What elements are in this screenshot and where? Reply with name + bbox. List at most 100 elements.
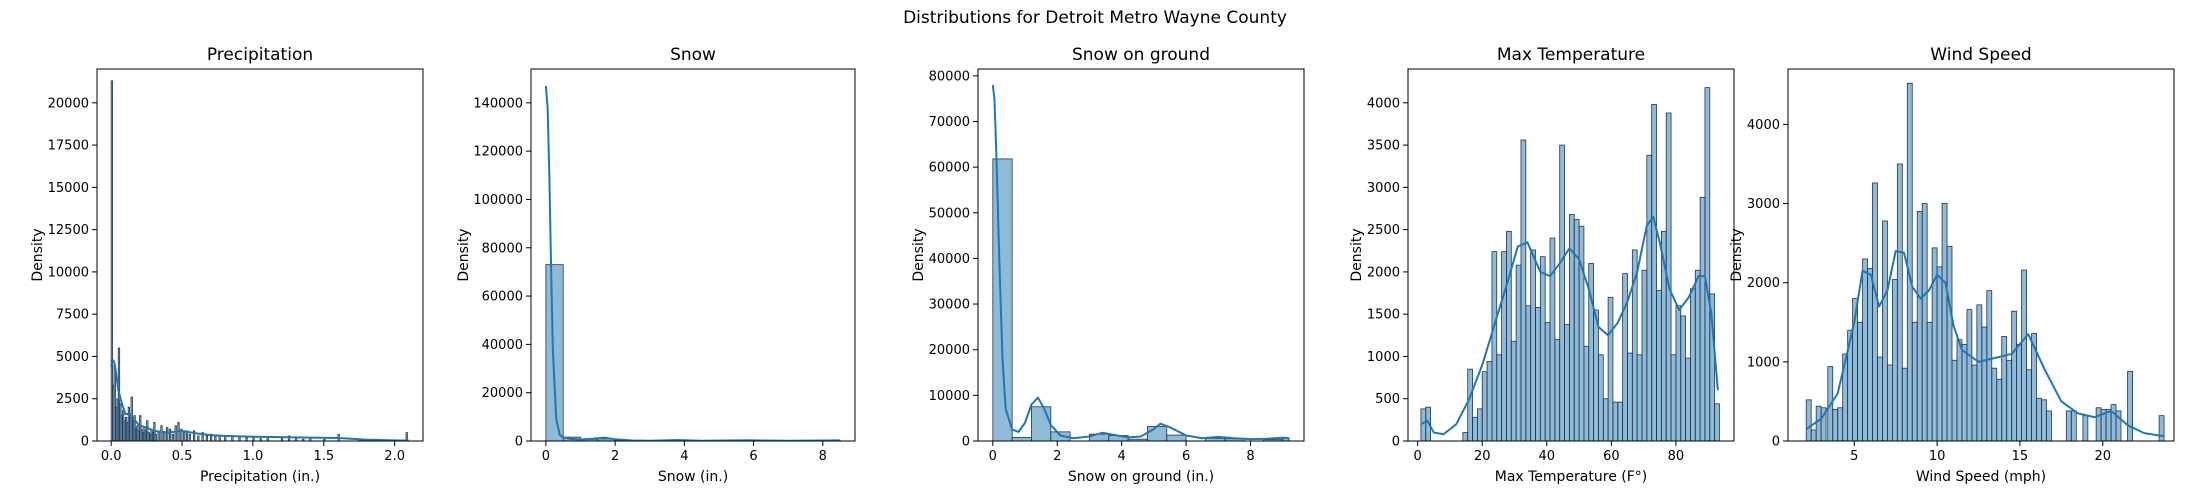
histogram-bar bbox=[1578, 225, 1585, 441]
histogram-bar bbox=[1901, 367, 1908, 441]
histogram-bar bbox=[1991, 367, 1998, 441]
y-tick-label: 60000 bbox=[482, 290, 523, 305]
axes-frame bbox=[977, 68, 1305, 442]
y-tick-label: 0 bbox=[1772, 435, 1780, 450]
x-tick-label: 5 bbox=[1850, 449, 1858, 464]
x-axis-label: Snow (in.) bbox=[658, 469, 728, 485]
histogram-bar bbox=[1530, 249, 1536, 441]
histogram-bar bbox=[2115, 410, 2122, 441]
histogram-bar bbox=[1481, 371, 1488, 441]
histogram-bar bbox=[1896, 163, 1903, 441]
histogram-bar bbox=[1501, 251, 1507, 441]
histogram-bar bbox=[205, 435, 208, 441]
histogram-bar bbox=[1862, 258, 1868, 441]
histogram-bar bbox=[1857, 321, 1863, 441]
histogram-bar bbox=[188, 433, 191, 441]
histogram-bar bbox=[183, 432, 186, 441]
y-axis-label: Density bbox=[1729, 228, 1745, 281]
kde-line bbox=[1420, 215, 1719, 436]
histogram-bar bbox=[545, 264, 564, 441]
histogram-bar bbox=[1996, 378, 2003, 441]
histogram-bar bbox=[2110, 404, 2117, 441]
x-tick-label: 6 bbox=[749, 449, 757, 464]
histogram-bar bbox=[245, 437, 248, 441]
histogram-bars bbox=[1420, 87, 1720, 441]
y-axis-label: Density bbox=[911, 228, 927, 281]
histogram-bar bbox=[1549, 237, 1556, 441]
x-tick-label: 0.0 bbox=[101, 449, 122, 464]
histogram-bar bbox=[1891, 279, 1898, 441]
y-tick-label: 4000 bbox=[1747, 118, 1780, 133]
histogram-bar bbox=[1510, 340, 1517, 441]
x-tick-label: 40 bbox=[1539, 449, 1556, 464]
histogram-bar bbox=[1926, 321, 1933, 441]
y-tick-label: 10000 bbox=[929, 389, 970, 404]
histogram-bar bbox=[2070, 410, 2077, 441]
x-axis-label: Max Temperature (F°) bbox=[1495, 469, 1648, 485]
y-tick-label: 0 bbox=[515, 435, 523, 450]
y-tick-label: 30000 bbox=[929, 298, 970, 313]
x-axis-label: Snow on ground (in.) bbox=[1068, 469, 1214, 485]
histogram-bar bbox=[1877, 356, 1883, 441]
histogram-bar bbox=[197, 435, 200, 441]
x-tick-label: 2 bbox=[611, 449, 619, 464]
histogram-bar bbox=[1147, 425, 1168, 441]
histogram-bar bbox=[1646, 154, 1653, 441]
y-tick-label: 0 bbox=[81, 435, 89, 450]
histogram-bar bbox=[1704, 87, 1711, 441]
histogram-bar bbox=[1554, 339, 1561, 441]
histogram-bar bbox=[1981, 326, 1988, 441]
histogram-bar bbox=[266, 437, 269, 441]
y-tick-label: 100000 bbox=[473, 193, 523, 208]
histogram-bar bbox=[1680, 315, 1686, 441]
x-tick-label: 80 bbox=[1668, 449, 1685, 464]
histogram-bar bbox=[1467, 368, 1473, 441]
y-tick-label: 40000 bbox=[929, 252, 970, 267]
histogram-bar bbox=[192, 430, 196, 441]
histogram-bar bbox=[1971, 364, 1978, 441]
histogram-bar bbox=[1166, 434, 1187, 441]
histogram-bar bbox=[2036, 397, 2042, 441]
histogram-bar bbox=[1690, 288, 1696, 441]
histogram-bar bbox=[1951, 359, 1958, 441]
histogram-bar bbox=[1525, 305, 1532, 441]
histogram-bar bbox=[1670, 354, 1677, 441]
y-tick-label: 50000 bbox=[929, 206, 970, 221]
histogram-bar bbox=[1714, 403, 1720, 441]
histogram-bar bbox=[1699, 197, 1706, 441]
histogram-bar bbox=[1491, 251, 1498, 441]
axes-frame bbox=[1787, 68, 2175, 442]
histogram-bar bbox=[139, 415, 142, 441]
y-tick-label: 20000 bbox=[929, 343, 970, 358]
kde-line bbox=[544, 85, 841, 441]
y-tick-label: 1000 bbox=[1747, 355, 1780, 370]
chart-title: Precipitation bbox=[207, 45, 313, 65]
kde-line bbox=[991, 84, 1290, 441]
y-tick-label: 4000 bbox=[1367, 96, 1400, 111]
y-tick-label: 2000 bbox=[1367, 265, 1400, 280]
histogram-bar bbox=[1631, 249, 1638, 441]
x-tick-label: 4 bbox=[1118, 449, 1126, 464]
y-axis-label: Density bbox=[456, 228, 472, 281]
histogram-bar bbox=[2016, 344, 2022, 441]
histogram-bar bbox=[1617, 401, 1624, 441]
x-axis-label: Wind Speed (mph) bbox=[1916, 469, 2046, 485]
histogram-bars bbox=[110, 80, 409, 441]
histogram-bar bbox=[168, 428, 172, 441]
histogram-bar bbox=[218, 435, 221, 441]
y-tick-label: 60000 bbox=[929, 161, 970, 176]
chart-panel: 0 20 40 60 80 0 500 1000 1500 2000 2500 3000 3500 400… bbox=[1349, 45, 1735, 485]
histogram-bar bbox=[1936, 266, 1943, 441]
histogram-bar bbox=[2041, 399, 2047, 441]
y-tick-label: 80000 bbox=[929, 69, 970, 84]
histogram-bar bbox=[1976, 304, 1983, 441]
histogram-bar bbox=[1636, 354, 1643, 441]
x-tick-label: 8 bbox=[1246, 449, 1254, 464]
histogram-bar bbox=[1921, 203, 1928, 441]
histogram-bar bbox=[171, 433, 174, 441]
histogram-bar bbox=[1906, 82, 1913, 441]
histogram-bar bbox=[2127, 370, 2133, 441]
y-tick-label: 70000 bbox=[929, 115, 970, 130]
chart-title: Snow bbox=[670, 45, 716, 65]
